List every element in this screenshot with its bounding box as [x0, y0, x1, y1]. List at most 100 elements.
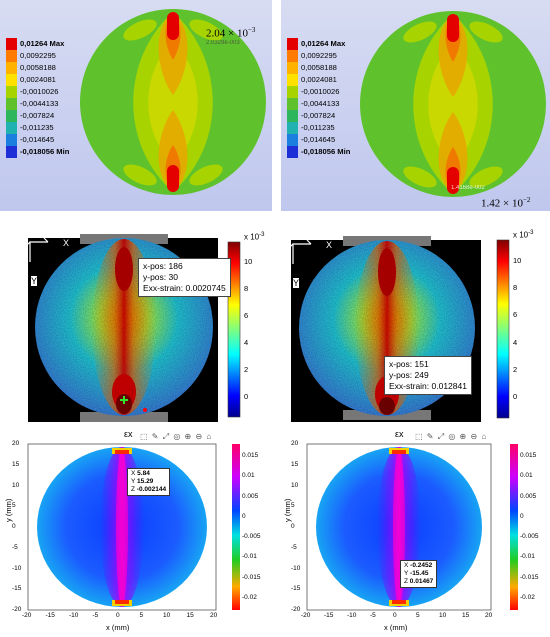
legend-swatch	[6, 134, 17, 146]
fem-legend-right: 0,01264 Max 0,0092295 0,0058188 0,0024081 -0…	[287, 38, 350, 158]
legend-entry: 0,0092295	[287, 50, 350, 62]
tick-label: 15	[291, 460, 299, 468]
tick-label: 0.015	[520, 452, 537, 460]
legend-entry: -0,007824	[6, 110, 69, 122]
legend-entry: -0,018056 Min	[6, 146, 69, 158]
plot-toolbar-left[interactable]: ⬚ ✎ ⤢ ◎ ⊕ ⊖ ⌂	[140, 432, 213, 441]
legend-label: -0,018056 Min	[20, 147, 70, 156]
tick-label: -5	[370, 612, 376, 619]
legend-label: -0,011235	[20, 123, 54, 132]
plot-tooltip-left: X 5.84 Y 15.29 Z -0.002144	[127, 468, 171, 496]
plot-title-right: εx	[395, 430, 404, 439]
tick-label: -15	[324, 612, 334, 619]
legend-swatch	[287, 86, 298, 98]
tick-label: -0.02	[242, 593, 257, 601]
tick-label: 20	[485, 612, 493, 619]
legend-label: -0,014645	[301, 135, 336, 144]
legend-label: -0,0044133	[301, 99, 340, 108]
legend-label: 0,0092295	[301, 51, 337, 60]
legend-entry: 0,0024081	[287, 74, 350, 86]
legend-entry: -0,0010026	[287, 86, 350, 98]
tick-label: 8	[513, 282, 518, 292]
tick-label: 0	[242, 512, 246, 520]
legend-label: 0,0024081	[20, 75, 56, 84]
plot-tooltip-right: X -0.2452 Y -15.45 Z 0.01467	[400, 560, 438, 588]
legend-swatch	[287, 122, 298, 134]
probe-label-left: 2.0329e-003	[206, 40, 240, 46]
tick-label: 5	[139, 612, 144, 619]
plot-axes-right	[306, 443, 518, 611]
tick-label: -20	[12, 606, 22, 613]
legend-label: 0,01264 Max	[20, 39, 65, 48]
legend-entry: -0,007824	[287, 110, 350, 122]
dic-ypos-left: y-pos: 30	[143, 272, 178, 282]
tick-label: -20	[301, 612, 311, 619]
tick-label: 0.015	[242, 452, 259, 460]
tick-label: 10	[439, 612, 447, 619]
legend-label: -0,011235	[301, 123, 335, 132]
legend-label: 0,0092295	[20, 51, 56, 60]
fem-panel-left: 0,01264 Max 0,0092295 0,0058188 0,0024081 -0…	[0, 0, 272, 211]
plot-ylabel-left: y (mm)	[4, 498, 13, 522]
tick-label: -15	[45, 612, 55, 619]
legend-entry: 0,0024081	[6, 74, 69, 86]
tick-label: 10	[12, 481, 20, 489]
tick-label: 2	[244, 364, 249, 374]
tick-label: -10	[69, 612, 79, 619]
dic-strain-right: Exx-strain: 0.012841	[389, 381, 467, 391]
legend-swatch	[6, 86, 17, 98]
tick-label: -0.01	[520, 553, 535, 561]
legend-entry: -0,0010026	[6, 86, 69, 98]
plot-title-left: εx	[124, 430, 133, 439]
dic-x-label-left: X	[63, 238, 70, 248]
annotation-right: 1.42 × 10−2	[481, 196, 531, 210]
tick-label: 10	[291, 481, 299, 489]
legend-swatch	[287, 62, 298, 74]
legend-swatch	[287, 74, 298, 86]
dic-ypos-right: y-pos: 249	[389, 370, 429, 380]
tick-label: 0	[244, 391, 249, 401]
plot-panel-right: εx ⬚ ✎ ⤢ ◎ ⊕ ⊖ ⌂ -20 -15 -10 -5 0 5 10 15 20 20 1…	[281, 430, 550, 637]
legend-swatch	[287, 98, 298, 110]
legend-swatch	[287, 134, 298, 146]
tick-label: 10	[513, 255, 522, 265]
legend-label: 0,0058188	[20, 63, 56, 72]
tick-label: 5	[291, 502, 295, 510]
legend-swatch	[287, 146, 298, 158]
tick-label: 10	[244, 257, 253, 267]
tick-label: -0.005	[520, 533, 539, 541]
tick-label: -15	[12, 585, 22, 593]
legend-swatch	[6, 122, 17, 134]
probe-label-right: 1.4168e-002	[451, 185, 485, 191]
dic-scale-right: x 10-3	[513, 230, 534, 240]
fem-panel-right: 0,01264 Max 0,0092295 0,0058188 0,0024081 -0…	[281, 0, 550, 211]
legend-label: 0,0024081	[301, 75, 337, 84]
tick-label: 0	[513, 392, 518, 402]
tick-label: 0.01	[520, 472, 533, 480]
tick-label: 15	[12, 460, 20, 468]
legend-entry: 0,01264 Max	[6, 38, 69, 50]
tick-label: -10	[12, 564, 22, 572]
dic-panel-right: X Y x 10-3 10 8 6 4 2 0 x-pos: 151 y-pos: 249…	[281, 224, 550, 422]
legend-label: -0,0010026	[20, 87, 59, 96]
dic-xpos-left: x-pos: 186	[143, 261, 183, 271]
tick-label: 4	[244, 337, 249, 347]
dic-image-left	[25, 234, 241, 422]
tick-label: 10	[163, 612, 171, 619]
legend-entry: -0,018056 Min	[287, 146, 350, 158]
fem-disk-left	[80, 9, 266, 195]
tick-label: -0.01	[242, 553, 257, 561]
legend-entry: -0,011235	[6, 122, 69, 134]
tick-label: 0.005	[242, 492, 259, 500]
dic-y-label-right: Y	[293, 278, 300, 288]
legend-label: -0,014645	[20, 135, 55, 144]
legend-label: 0,0058188	[301, 63, 337, 72]
plot-toolbar-right[interactable]: ⬚ ✎ ⤢ ◎ ⊕ ⊖ ⌂	[415, 432, 488, 441]
tick-label: 5	[12, 502, 16, 510]
legend-label: 0,01264 Max	[301, 39, 346, 48]
dic-readout-left: x-pos: 186 y-pos: 30 Exx-strain: 0.00207…	[138, 258, 231, 297]
tick-label: 2	[513, 365, 518, 375]
tick-label: -10	[291, 564, 301, 572]
legend-entry: 0,01264 Max	[287, 38, 350, 50]
tick-label: 5	[416, 612, 420, 619]
